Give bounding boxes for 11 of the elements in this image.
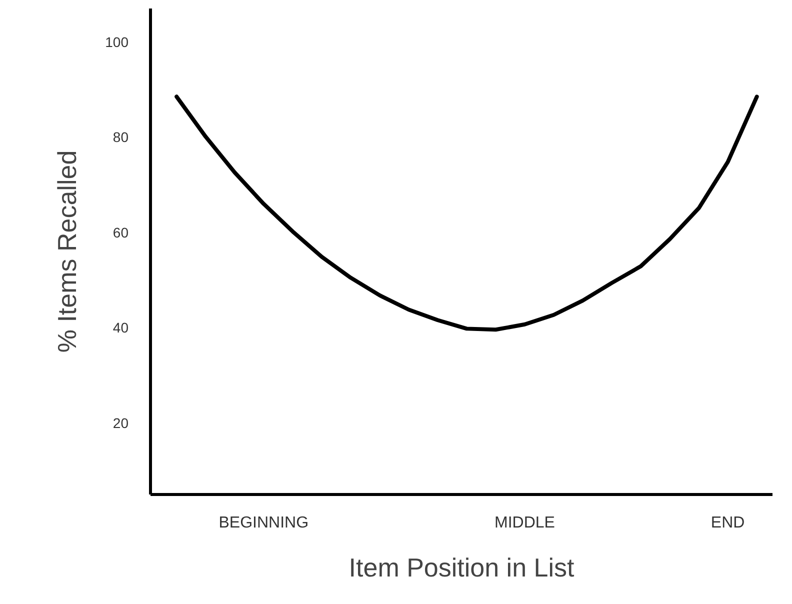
y-tick-label: 80: [112, 129, 129, 146]
x-tick-label: BEGINNING: [218, 514, 309, 532]
y-tick-label: 40: [112, 320, 129, 336]
x-tick-label: END: [710, 514, 745, 532]
x-tick-label: MIDDLE: [494, 514, 555, 532]
y-tick-label: 100: [105, 34, 129, 50]
y-tick-label: 60: [112, 224, 129, 240]
x-axis-title: Item Position in List: [348, 552, 575, 582]
y-axis-title: % Items Recalled: [52, 150, 82, 353]
y-tick-label: 20: [112, 415, 129, 432]
line-series: [174, 94, 759, 332]
